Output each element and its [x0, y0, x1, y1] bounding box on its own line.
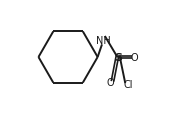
- Text: S: S: [115, 53, 123, 62]
- Text: Cl: Cl: [123, 79, 133, 89]
- Text: O: O: [130, 53, 138, 62]
- Text: O: O: [106, 77, 114, 87]
- Text: NH: NH: [96, 36, 111, 46]
